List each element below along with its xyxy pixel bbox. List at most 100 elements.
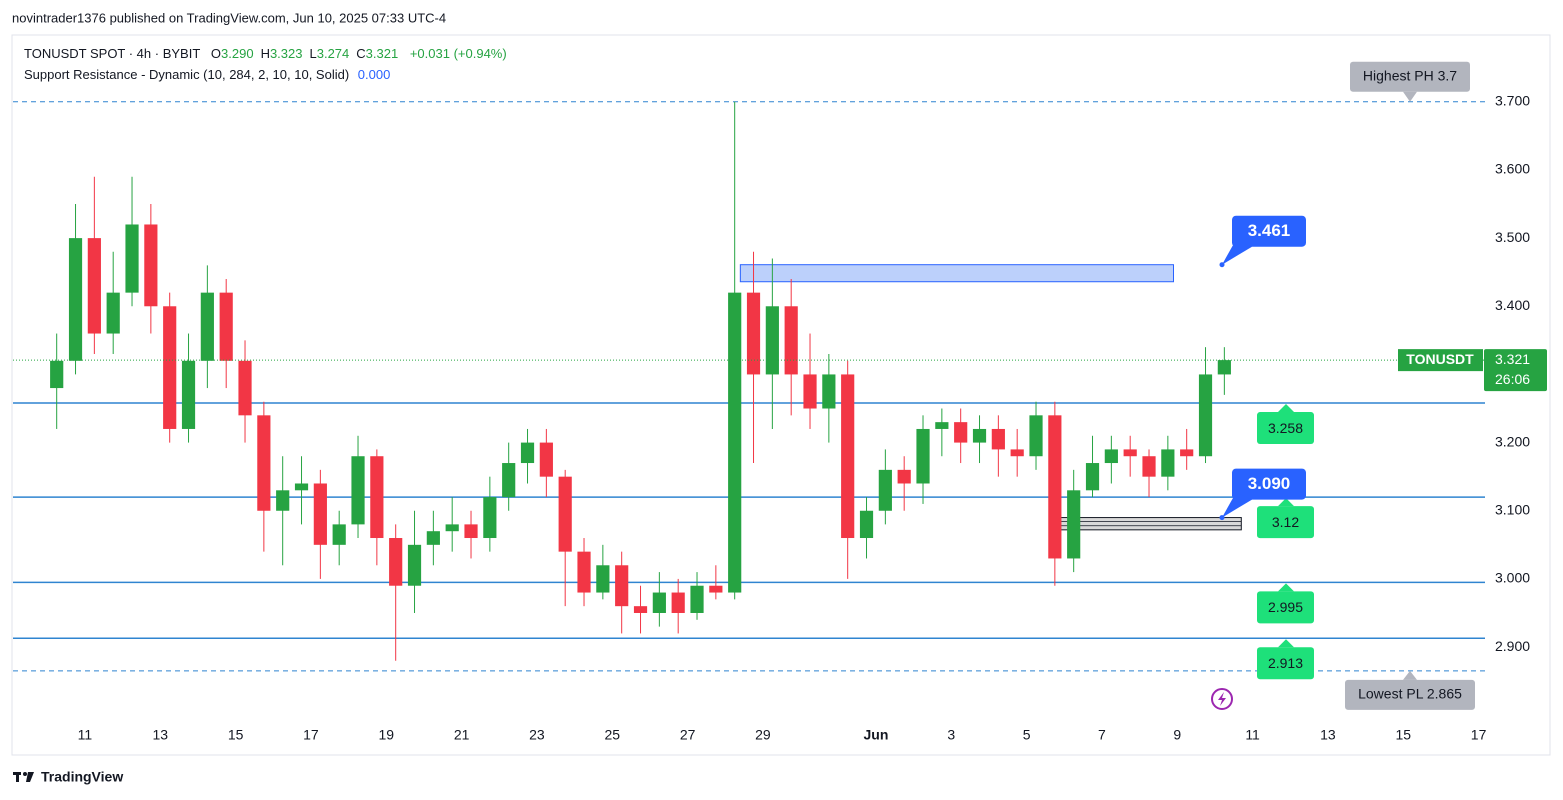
x-tick-label: 13	[1320, 727, 1336, 743]
candle-body	[859, 510, 874, 539]
indicator-value: 0.000	[357, 67, 391, 82]
candle-body	[1198, 374, 1213, 457]
candle-body	[577, 551, 591, 593]
x-tick-label: 17	[303, 727, 319, 743]
level-tag	[1257, 412, 1314, 445]
candle-body	[633, 606, 648, 613]
level-tag	[1257, 591, 1314, 624]
y-tick-label: 3.400	[1495, 297, 1530, 313]
candle-body	[276, 490, 290, 511]
candle-body	[1161, 449, 1175, 477]
callout-pointer	[1222, 492, 1252, 518]
candle-body	[652, 592, 666, 613]
candle-body	[1048, 415, 1062, 559]
candle-body	[1104, 449, 1118, 464]
candle-body	[125, 224, 139, 293]
candle-body	[50, 360, 64, 389]
candle-body	[445, 524, 459, 532]
callout-dot	[1219, 515, 1225, 521]
x-tick-label: Jun	[863, 727, 888, 743]
candle-body	[935, 422, 949, 429]
x-tick-label: 27	[680, 727, 696, 743]
zone	[739, 264, 1174, 283]
candle-body	[219, 292, 233, 361]
ohlc-value: 3.274	[316, 46, 350, 61]
candle-body	[426, 531, 440, 545]
candle-body	[483, 497, 497, 539]
zone	[1060, 517, 1242, 531]
candle-body	[163, 306, 177, 429]
candle-body	[803, 374, 817, 409]
candle-body	[370, 456, 384, 539]
y-tick-label: 3.700	[1495, 92, 1530, 108]
x-tick-label: 3	[947, 727, 955, 743]
symbol-line: TONUSDT SPOT · 4h · BYBIT	[24, 46, 201, 61]
level-tag-label: 3.12	[1272, 514, 1299, 530]
x-tick-label: 15	[1395, 727, 1411, 743]
tv-logo	[13, 772, 34, 782]
x-tick-label: 13	[152, 727, 168, 743]
ohlc-legend: O3.290 H3.323 L3.274 C3.321	[205, 46, 399, 61]
candle-body	[954, 422, 968, 443]
candle-body	[1010, 449, 1024, 457]
candle-body	[106, 292, 120, 334]
ohlc-value: 3.323	[269, 46, 303, 61]
candle-body	[1085, 463, 1100, 491]
tag-pointer	[1403, 670, 1417, 680]
candle-body	[972, 428, 987, 443]
candle-body	[991, 428, 1005, 450]
tag-pointer	[1403, 91, 1417, 102]
callout-label: 3.090	[1248, 474, 1291, 493]
candle-body	[690, 585, 704, 613]
candle-body	[1123, 449, 1137, 457]
candle-body	[671, 592, 685, 613]
y-tick-label: 3.500	[1495, 229, 1530, 245]
candle-body	[502, 463, 516, 498]
level-tag-label: 2.913	[1268, 655, 1303, 671]
lightning-icon	[1211, 688, 1233, 710]
candle-body	[558, 476, 572, 552]
candle-body	[1217, 360, 1231, 375]
ohlc-name: H	[260, 46, 270, 61]
candle-body	[68, 238, 83, 361]
x-tick-label: 25	[604, 727, 620, 743]
tag-pointer	[1278, 498, 1294, 507]
level-tag-label: Highest PH 3.7	[1363, 67, 1457, 83]
x-tick-label: 11	[78, 727, 93, 743]
x-tick-label: 7	[1098, 727, 1106, 743]
x-tick-label: 19	[378, 727, 394, 743]
ohlc-name: O	[210, 46, 222, 61]
y-tick-label: 3.000	[1495, 570, 1530, 586]
brand: TradingView	[41, 769, 123, 785]
candle-body	[313, 483, 327, 545]
candle-body	[181, 360, 196, 429]
candle-body	[1180, 449, 1194, 457]
countdown-label: 26:06	[1495, 371, 1530, 387]
candle-body	[916, 428, 930, 484]
candle-body	[878, 469, 892, 511]
chart-frame	[11, 34, 1551, 756]
indicator-row: Support Resistance - Dynamic (10, 284, 2…	[24, 67, 391, 82]
candle-body	[746, 292, 761, 375]
callout	[1232, 468, 1306, 500]
ohlc-value: 3.321	[365, 46, 399, 61]
level-tag	[1257, 647, 1314, 680]
callout-pointer	[1222, 239, 1252, 265]
candle-body	[539, 442, 553, 477]
candle-body	[351, 456, 365, 525]
candle-body	[728, 292, 742, 593]
y-tick-label: 3.100	[1495, 501, 1530, 517]
candle-body	[407, 544, 422, 586]
candle-body	[332, 524, 346, 545]
candle-body	[822, 374, 836, 409]
candle-body	[1029, 415, 1043, 457]
change: +0.031 (+0.94%)	[409, 46, 507, 61]
symbol-tag-label: TONUSDT	[1406, 351, 1474, 367]
indicator-name: Support Resistance - Dynamic (10, 284, 2…	[24, 67, 350, 82]
level-tag	[1257, 506, 1314, 539]
ohlc-name: L	[309, 46, 317, 61]
level-tag-label: 2.995	[1268, 599, 1303, 615]
level-tag	[1350, 61, 1470, 92]
y-tick-label: 3.200	[1495, 433, 1530, 449]
